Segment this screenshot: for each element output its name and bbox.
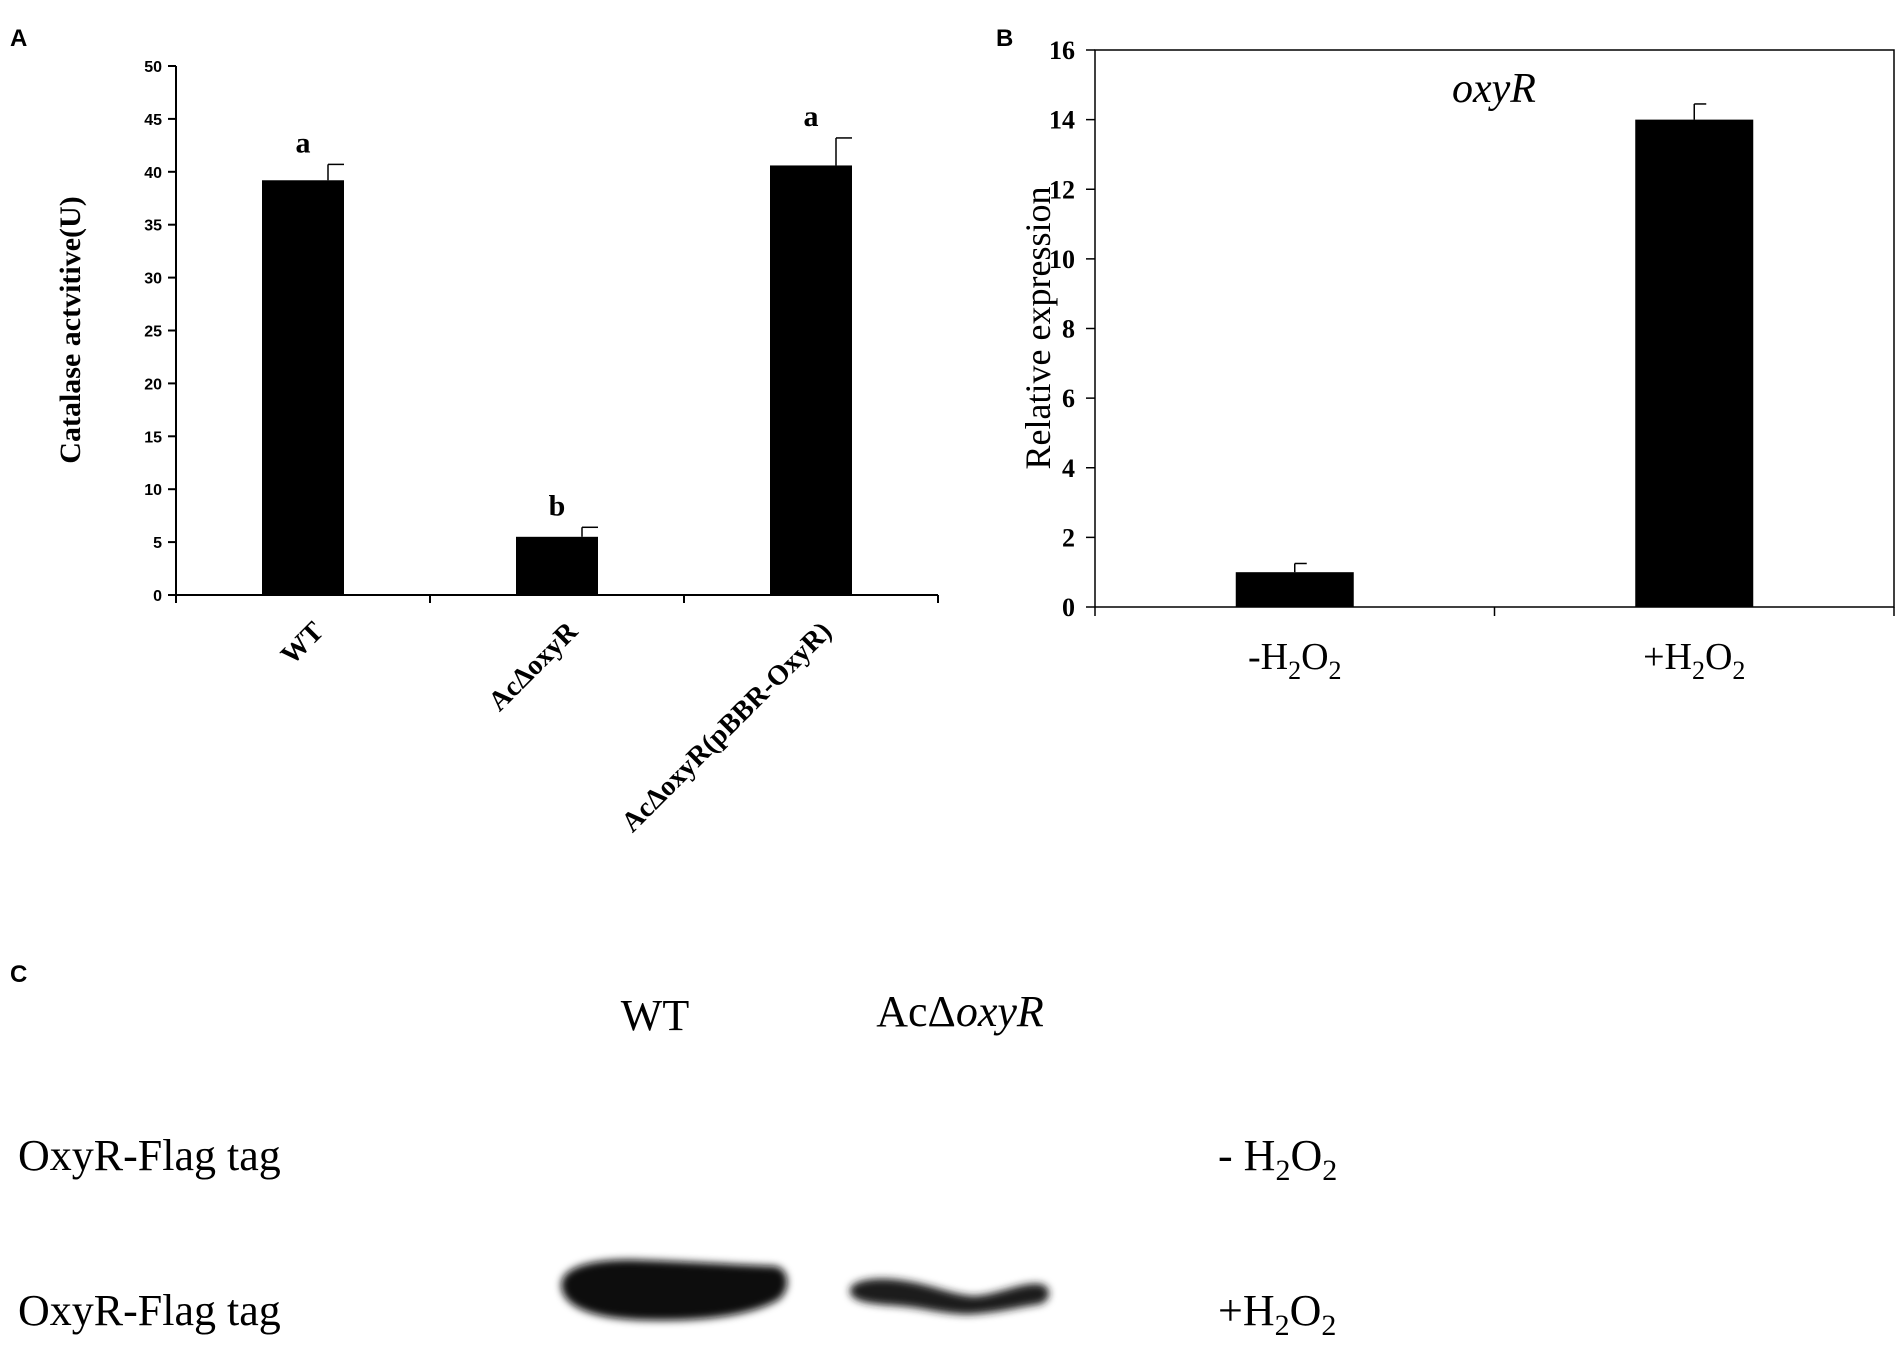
row-label-1: OxyR-Flag tag: [18, 1131, 281, 1180]
chart-b: oxyR Relative expression 0 2 4 6 8 10 12 14 16 -…: [1018, 36, 1895, 685]
band-mutant-plus: [849, 1278, 1049, 1315]
chart-a-y-tick-label: 25: [144, 324, 162, 341]
chart-a-category-label: AcΔoxyR: [483, 615, 585, 717]
chart-b-y-tick-label: 12: [1049, 175, 1075, 204]
chart-a-y-tick-label: 0: [153, 588, 162, 605]
chart-b-y-tick-label: 8: [1062, 315, 1075, 344]
chart-a-bar: [770, 165, 852, 595]
chart-b-category-label: -H2O2: [1248, 636, 1342, 685]
panel-letter-c: C: [10, 961, 27, 988]
chart-b-title: oxyR: [1452, 66, 1536, 112]
chart-b-y-tick-label: 2: [1062, 523, 1075, 552]
chart-b-bar: [1235, 572, 1354, 607]
condition-label-2: +H2O2: [1218, 1286, 1336, 1342]
chart-a-y-tick-label: 30: [144, 271, 162, 288]
chart-b-y-tick-label: 14: [1049, 106, 1075, 135]
chart-a-annotation: a: [296, 126, 311, 159]
chart-a-y-tick-label: 50: [144, 59, 162, 76]
chart-a-annotation: a: [804, 100, 819, 133]
chart-b-y-tick-label: 10: [1049, 245, 1075, 274]
chart-a-bar: [262, 180, 344, 595]
chart-a: Catalase actvitive(U) 0 5 10 15 20 25 30 35 40 45…: [54, 59, 939, 838]
chart-b-y-tick-label: 6: [1062, 384, 1075, 413]
chart-a-y-tick-label: 40: [144, 165, 162, 182]
row-label-2: OxyR-Flag tag: [18, 1286, 281, 1335]
chart-a-y-tick-label: 35: [144, 218, 162, 235]
chart-a-annotation: b: [549, 489, 566, 522]
lane-label-mutant: AcΔoxyR: [876, 987, 1044, 1036]
chart-a-y-tick-label: 15: [144, 429, 162, 446]
chart-a-y-tick-label: 20: [144, 376, 162, 393]
chart-b-category-label: +H2O2: [1643, 636, 1745, 685]
condition-label-1: - H2O2: [1218, 1131, 1337, 1187]
panel-letter-a: A: [10, 25, 27, 52]
chart-b-y-label: Relative expression: [1018, 187, 1058, 470]
chart-a-bar: [516, 536, 598, 595]
panel-letter-b: B: [996, 25, 1013, 52]
chart-b-y-tick-label: 0: [1062, 593, 1075, 622]
chart-a-category-label: WT: [275, 616, 330, 671]
chart-a-y-tick-label: 10: [144, 482, 162, 499]
band-wt-plus: [561, 1259, 788, 1321]
chart-b-y-tick-label: 16: [1049, 36, 1075, 65]
chart-b-bar: [1635, 119, 1754, 607]
chart-a-y-label: Catalase actvitive(U): [54, 196, 87, 463]
blot-bands: [561, 1259, 1049, 1321]
chart-b-y-tick-label: 4: [1062, 454, 1075, 483]
lane-label-wt: WT: [621, 991, 690, 1040]
chart-a-y-tick-label: 5: [153, 535, 162, 552]
western-blot: WT AcΔoxyR OxyR-Flag tag OxyR-Flag tag -…: [18, 987, 1337, 1342]
chart-a-category-label: AcΔoxyR(pBBR-OxyR): [616, 616, 838, 838]
chart-b-frame: [1094, 49, 1895, 608]
chart-a-y-tick-label: 45: [144, 112, 162, 129]
